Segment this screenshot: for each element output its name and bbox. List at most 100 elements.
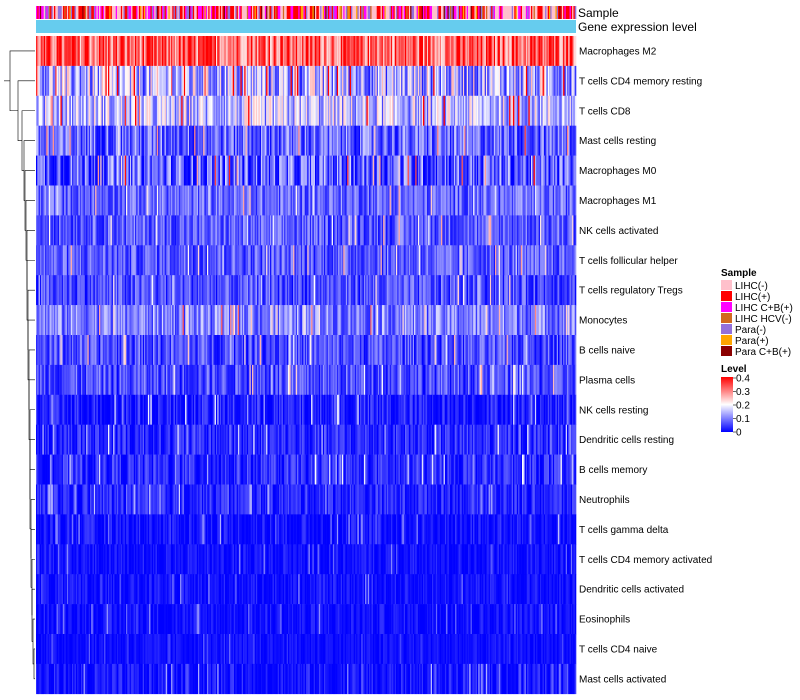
heatmap-cell bbox=[496, 245, 498, 276]
heatmap-cell bbox=[46, 185, 48, 216]
heatmap-cell bbox=[212, 185, 214, 216]
heatmap-cell bbox=[417, 215, 420, 246]
heatmap-cell bbox=[502, 65, 505, 97]
heatmap-cell bbox=[442, 95, 444, 126]
heatmap-cell bbox=[258, 245, 261, 276]
heatmap-cell bbox=[253, 245, 255, 276]
heatmap-cell bbox=[298, 155, 300, 186]
heatmap-cell bbox=[129, 185, 132, 216]
heatmap-cell bbox=[335, 65, 338, 97]
sample-annotation-cell bbox=[545, 6, 547, 19]
heatmap-cell bbox=[500, 215, 502, 246]
heatmap-cell bbox=[497, 215, 500, 246]
heatmap-cell bbox=[484, 245, 487, 276]
heatmap-cell bbox=[56, 36, 59, 67]
heatmap-cell bbox=[75, 185, 78, 216]
heatmap-cell bbox=[459, 215, 461, 246]
heatmap-cell bbox=[78, 95, 81, 126]
sample-annotation-cell bbox=[68, 6, 70, 19]
heatmap-cell bbox=[191, 65, 194, 97]
heatmap-cell bbox=[417, 305, 420, 336]
heatmap-cell bbox=[190, 95, 192, 126]
heatmap-cell bbox=[72, 245, 74, 276]
heatmap-cell bbox=[423, 245, 425, 276]
sample-annotation-cell bbox=[513, 6, 515, 19]
heatmap-cell bbox=[176, 305, 178, 336]
heatmap-cell bbox=[126, 185, 128, 216]
heatmap-cell bbox=[498, 245, 501, 276]
heatmap-cell bbox=[447, 36, 450, 67]
heatmap-cell bbox=[543, 245, 546, 276]
heatmap-cell bbox=[192, 275, 195, 306]
heatmap-cell bbox=[291, 36, 294, 67]
heatmap-cell bbox=[241, 65, 244, 97]
heatmap-cell bbox=[324, 305, 326, 336]
sample-annotation-cell bbox=[102, 6, 105, 19]
heatmap-cell bbox=[262, 155, 264, 186]
heatmap-cell bbox=[68, 95, 70, 126]
sample-annotation-cell bbox=[150, 6, 153, 19]
heatmap-cell bbox=[92, 335, 95, 366]
heatmap-cell bbox=[120, 215, 123, 246]
heatmap-cell bbox=[468, 245, 470, 276]
heatmap-cell bbox=[119, 65, 122, 97]
heatmap-cell bbox=[389, 245, 392, 276]
heatmap-cell bbox=[313, 125, 316, 156]
heatmap-cell bbox=[515, 185, 518, 216]
heatmap-cell bbox=[504, 155, 506, 186]
heatmap-cell bbox=[236, 305, 239, 336]
heatmap-cell bbox=[293, 125, 295, 156]
heatmap-cell bbox=[228, 275, 231, 306]
heatmap-cell bbox=[374, 275, 376, 306]
heatmap-cell bbox=[357, 275, 360, 306]
heatmap-cell bbox=[326, 305, 329, 336]
heatmap-cell bbox=[187, 36, 190, 67]
heatmap-cell bbox=[311, 215, 313, 246]
heatmap-cell bbox=[111, 95, 114, 126]
heatmap-cell bbox=[559, 36, 561, 67]
heatmap-cell bbox=[473, 335, 475, 366]
heatmap-cell bbox=[114, 335, 117, 366]
heatmap-cell bbox=[235, 95, 237, 126]
sample-annotation-cell bbox=[546, 6, 549, 19]
heatmap-cell bbox=[254, 36, 257, 67]
heatmap-cell bbox=[488, 215, 491, 246]
heatmap-cell bbox=[228, 335, 231, 366]
heatmap-cell bbox=[231, 95, 234, 126]
heatmap-cell bbox=[155, 335, 158, 366]
heatmap-cell bbox=[272, 185, 275, 216]
heatmap-cell bbox=[321, 125, 324, 156]
heatmap-cell bbox=[142, 95, 145, 126]
heatmap-cell bbox=[144, 215, 146, 246]
heatmap-cell bbox=[96, 335, 99, 366]
heatmap-cell bbox=[177, 215, 180, 246]
heatmap-cell bbox=[401, 155, 403, 186]
heatmap-cell bbox=[358, 185, 361, 216]
heatmap-cell bbox=[434, 155, 437, 186]
heatmap-cell bbox=[533, 155, 536, 186]
heatmap-cell bbox=[438, 185, 441, 216]
heatmap-cell bbox=[501, 305, 504, 336]
heatmap-cell bbox=[151, 36, 154, 67]
heatmap-cell bbox=[173, 245, 176, 276]
heatmap-cell bbox=[313, 215, 316, 246]
sample-annotation-cell bbox=[385, 6, 388, 19]
heatmap-cell bbox=[156, 305, 159, 336]
heatmap-cell bbox=[78, 335, 81, 366]
heatmap-cell bbox=[235, 65, 237, 97]
heatmap-cell bbox=[41, 185, 43, 216]
heatmap-cell bbox=[124, 245, 127, 276]
heatmap-cell bbox=[437, 305, 439, 336]
heatmap-cell bbox=[273, 36, 276, 67]
sample-annotation-cell bbox=[371, 6, 374, 19]
heatmap-cell bbox=[221, 95, 223, 126]
heatmap-cell bbox=[345, 65, 348, 97]
heatmap-cell bbox=[570, 125, 573, 156]
heatmap-cell bbox=[105, 65, 108, 97]
heatmap-cell bbox=[509, 275, 511, 306]
heatmap-cell bbox=[489, 275, 492, 306]
heatmap-cell bbox=[241, 275, 244, 306]
heatmap-cell bbox=[363, 305, 366, 336]
heatmap-cell bbox=[117, 155, 119, 186]
heatmap-cell bbox=[169, 275, 172, 306]
